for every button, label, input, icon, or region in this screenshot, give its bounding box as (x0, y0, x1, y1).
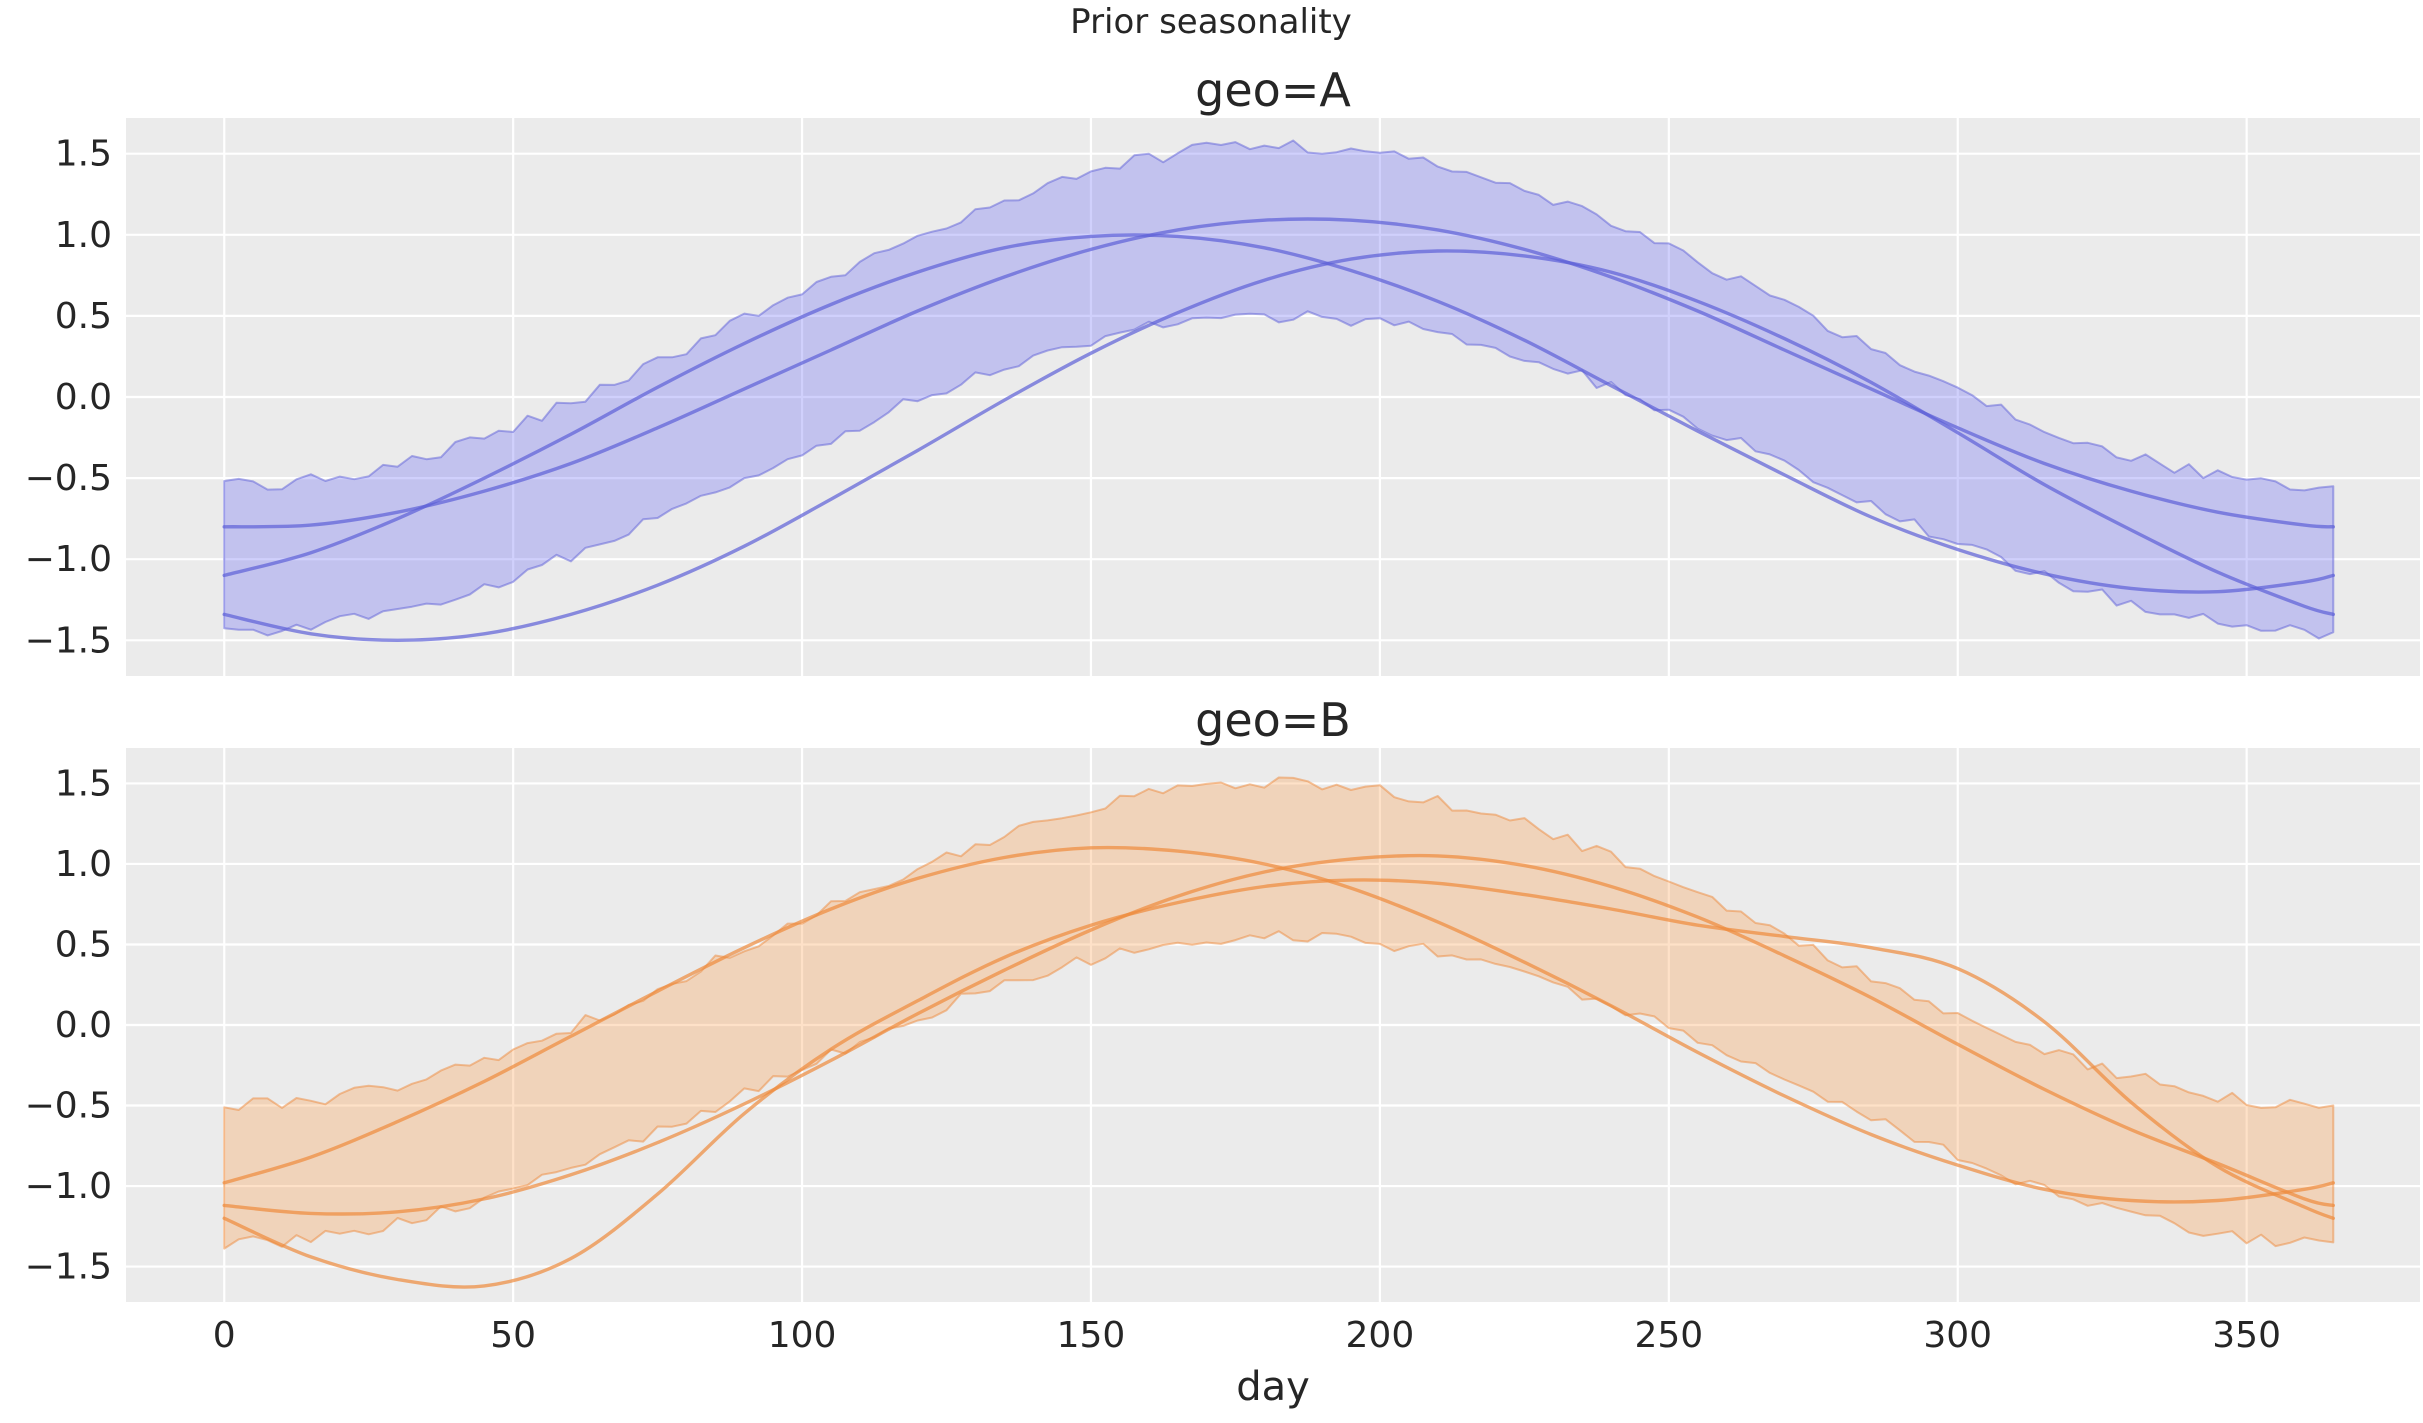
x-tick-label: 300 (1923, 1315, 1992, 1356)
figure-title: Prior seasonality (1070, 2, 1352, 42)
subplot-geo-b: 1.5 1.0 0.5 0.0 −0.5 −1.0 −1.5 0 50 100 150 200 250 3… (25, 748, 2420, 1356)
prior-sample-line-3 (222, 878, 2335, 1289)
subplot-b-title: geo=B (1195, 693, 1351, 747)
x-tick-label: 200 (1346, 1315, 1415, 1356)
y-tick-label: 1.0 (55, 215, 112, 256)
y-tick-label: −1.0 (25, 1166, 112, 1207)
prior-sample-line-2 (222, 853, 2335, 1216)
x-tick-label: 350 (2212, 1315, 2281, 1356)
y-tick-label: 1.0 (55, 844, 112, 885)
y-tick-label: 0.5 (55, 924, 112, 965)
y-tick-label: −1.5 (25, 620, 112, 661)
data-layer (222, 139, 2335, 643)
y-tick-label: −0.5 (25, 1086, 112, 1127)
y-tick-label: 0.0 (55, 1005, 112, 1046)
x-tick-label: 150 (1057, 1315, 1126, 1356)
subplot-a-title: geo=A (1195, 63, 1351, 117)
y-tick-label: 0.5 (55, 296, 112, 337)
prior-sample-line-3 (222, 249, 2335, 643)
y-tick-label: −1.5 (25, 1247, 112, 1288)
subplot-geo-a: 1.5 1.0 0.5 0.0 −0.5 −1.0 −1.5 (25, 118, 2420, 676)
y-tick-label: 0.0 (55, 377, 112, 418)
y-tick-label: 1.5 (55, 134, 112, 175)
data-layer (222, 776, 2335, 1289)
prior-sample-line-1 (222, 217, 2335, 529)
x-tick-label: 50 (490, 1315, 536, 1356)
prior-sample-line-1 (222, 845, 2335, 1204)
prior-sample-line-2 (222, 233, 2335, 594)
y-tick-label: 1.5 (55, 763, 112, 804)
x-tick-label: 100 (768, 1315, 837, 1356)
x-tick-label: 0 (213, 1315, 236, 1356)
y-tick-label: −0.5 (25, 458, 112, 499)
plots-layer: 1.5 1.0 0.5 0.0 −0.5 −1.0 −1.5 1.5 1.0 0.5 0.0 −0.5… (25, 118, 2420, 1356)
y-tick-label: −1.0 (25, 539, 112, 580)
x-tick-label: 250 (1634, 1315, 1703, 1356)
x-axis-label: day (1236, 1364, 1310, 1410)
